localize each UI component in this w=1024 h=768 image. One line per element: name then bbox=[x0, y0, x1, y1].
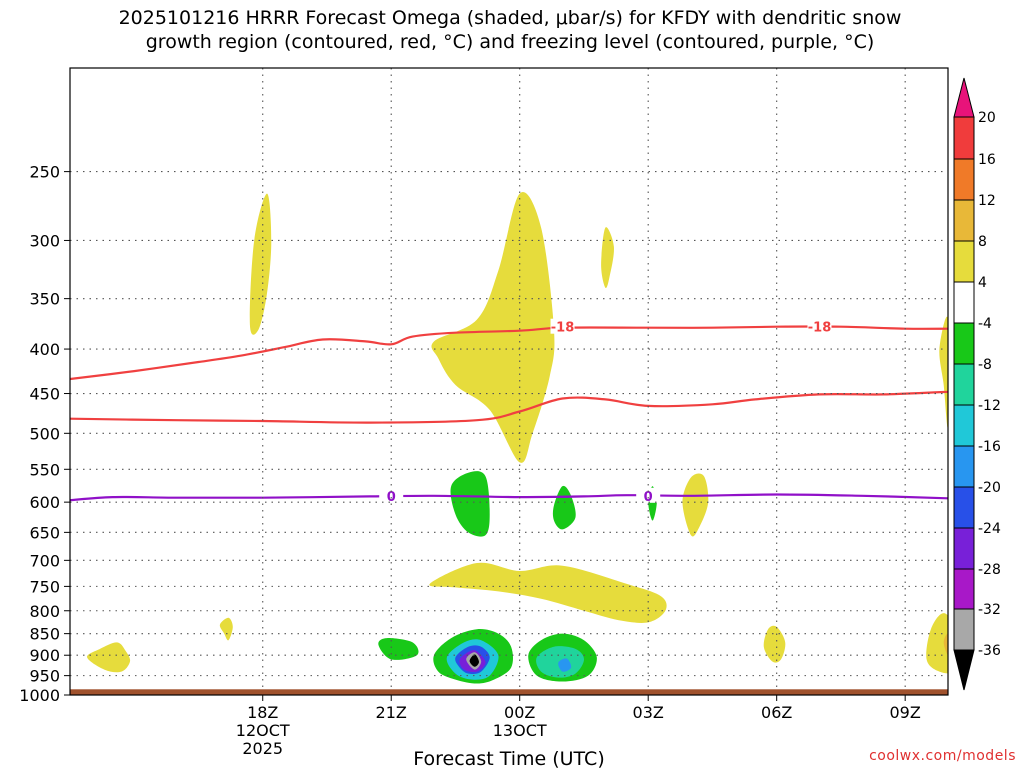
colorbar-swatch-12 bbox=[953, 568, 975, 610]
omega-region-6 bbox=[87, 642, 131, 673]
colorbar-swatch-10 bbox=[953, 486, 975, 529]
chart-title: 2025101216 HRRR Forecast Omega (shaded, … bbox=[0, 6, 1020, 54]
contour-freezing-level bbox=[70, 493, 948, 502]
y-tick-label-700: 700 bbox=[29, 551, 60, 570]
colorbar-label--28: -28 bbox=[978, 562, 1001, 578]
omega-region-23 bbox=[558, 658, 572, 672]
colorbar-swatch-7 bbox=[953, 363, 975, 406]
y-tick-label-500: 500 bbox=[29, 424, 60, 443]
colorbar-label--12: -12 bbox=[978, 398, 1001, 414]
colorbar-label--24: -24 bbox=[978, 521, 1001, 537]
colorbar-label--8: -8 bbox=[978, 357, 992, 373]
x-tick-label-09Z: 09Z bbox=[890, 703, 921, 722]
colorbar-label-16: 16 bbox=[978, 152, 996, 168]
omega-region-10 bbox=[943, 633, 948, 656]
x-tick-label-00Z: 00Z bbox=[504, 703, 535, 722]
colorbar-swatch-8 bbox=[953, 404, 975, 447]
x-tick-date-00Z: 13OCT bbox=[493, 721, 547, 740]
y-tick-label-300: 300 bbox=[29, 231, 60, 250]
y-tick-label-900: 900 bbox=[29, 646, 60, 665]
contour-label-0: -18 bbox=[551, 321, 575, 336]
colorbar: 20 16 12 8 4 -4 -8 -12 -16 -20 -24 -28 -32 -36 bbox=[953, 77, 1001, 691]
site-credit: coolwx.com/models bbox=[869, 748, 1016, 764]
y-tick-label-1000: 1000 bbox=[19, 686, 60, 705]
y-tick-label-350: 350 bbox=[29, 290, 60, 309]
omega-region-4 bbox=[939, 316, 948, 428]
y-tick-label-650: 650 bbox=[29, 523, 60, 542]
omega-region-1 bbox=[431, 192, 555, 463]
contour-label-bg-2 bbox=[379, 487, 404, 503]
x-tick-label-06Z: 06Z bbox=[761, 703, 792, 722]
colorbar-swatch-13 bbox=[953, 608, 975, 651]
contour-label-bg-0 bbox=[550, 318, 575, 334]
colorbar-label-8: 8 bbox=[978, 234, 987, 250]
plot-frame bbox=[69, 67, 949, 696]
omega-region-12 bbox=[552, 485, 576, 530]
x-tick-date-18Z: 12OCT bbox=[236, 721, 290, 740]
colorbar-label--36: -36 bbox=[978, 643, 1001, 659]
x-tick-label-18Z: 18Z bbox=[247, 703, 278, 722]
omega-region-5 bbox=[429, 562, 667, 623]
omega-region-14 bbox=[378, 638, 419, 660]
colorbar-swatch-3 bbox=[953, 199, 975, 242]
colorbar-swatch-6 bbox=[953, 322, 975, 365]
colorbar-label-12: 12 bbox=[978, 193, 996, 209]
x-tick-label-03Z: 03Z bbox=[633, 703, 664, 722]
omega-region-0 bbox=[249, 193, 272, 335]
y-tick-label-850: 850 bbox=[29, 625, 60, 644]
omega-region-7 bbox=[219, 617, 233, 641]
plot-area: -18 -180 0 bbox=[70, 192, 948, 695]
y-tick-label-600: 600 bbox=[29, 493, 60, 512]
title-line-1: 2025101216 HRRR Forecast Omega (shaded, … bbox=[118, 7, 902, 29]
contour-dgz-top bbox=[70, 325, 948, 381]
colorbar-label--16: -16 bbox=[978, 439, 1001, 455]
omega-region-11 bbox=[450, 471, 490, 537]
omega-region-9 bbox=[926, 613, 948, 674]
omega-region-8 bbox=[763, 625, 786, 663]
y-tick-label-750: 750 bbox=[29, 577, 60, 596]
y-tick-label-950: 950 bbox=[29, 667, 60, 686]
colorbar-top-arrow bbox=[953, 77, 975, 118]
colorbar-swatch-2 bbox=[953, 158, 975, 201]
ground-below-surface bbox=[70, 689, 948, 695]
colorbar-label--32: -32 bbox=[978, 602, 1001, 618]
y-tick-label-400: 400 bbox=[29, 340, 60, 359]
x-axis-title: Forecast Time (UTC) bbox=[413, 748, 604, 768]
colorbar-label--20: -20 bbox=[978, 480, 1001, 496]
colorbar-bottom-arrow bbox=[953, 649, 975, 691]
omega-region-2 bbox=[601, 227, 614, 289]
colorbar-label--4: -4 bbox=[978, 316, 992, 332]
title-line-2: growth region (contoured, red, °C) and f… bbox=[145, 31, 875, 53]
omega-region-3 bbox=[682, 473, 709, 537]
colorbar-swatch-11 bbox=[953, 527, 975, 570]
colorbar-swatch-1 bbox=[953, 116, 975, 160]
colorbar-label-4: 4 bbox=[978, 275, 987, 291]
y-tick-label-550: 550 bbox=[29, 460, 60, 479]
y-tick-label-800: 800 bbox=[29, 602, 60, 621]
colorbar-swatch-5 bbox=[953, 281, 975, 324]
colorbar-label-20: 20 bbox=[978, 110, 996, 126]
x-tick-year-18Z: 2025 bbox=[242, 739, 283, 758]
x-tick-label-21Z: 21Z bbox=[376, 703, 407, 722]
contour-dgz-bottom bbox=[70, 390, 948, 424]
contour-label-bg-1 bbox=[807, 318, 832, 334]
colorbar-swatch-9 bbox=[953, 445, 975, 488]
axes: 250 300 350 400 450 500 550 600 650 700 750 800 850 9… bbox=[19, 163, 921, 768]
colorbar-swatch-4 bbox=[953, 240, 975, 283]
y-tick-label-250: 250 bbox=[29, 163, 60, 182]
y-tick-label-450: 450 bbox=[29, 385, 60, 404]
contour-label-1: -18 bbox=[808, 321, 832, 336]
contour-label-bg-3 bbox=[636, 487, 661, 503]
omega-region-20 bbox=[469, 654, 479, 667]
